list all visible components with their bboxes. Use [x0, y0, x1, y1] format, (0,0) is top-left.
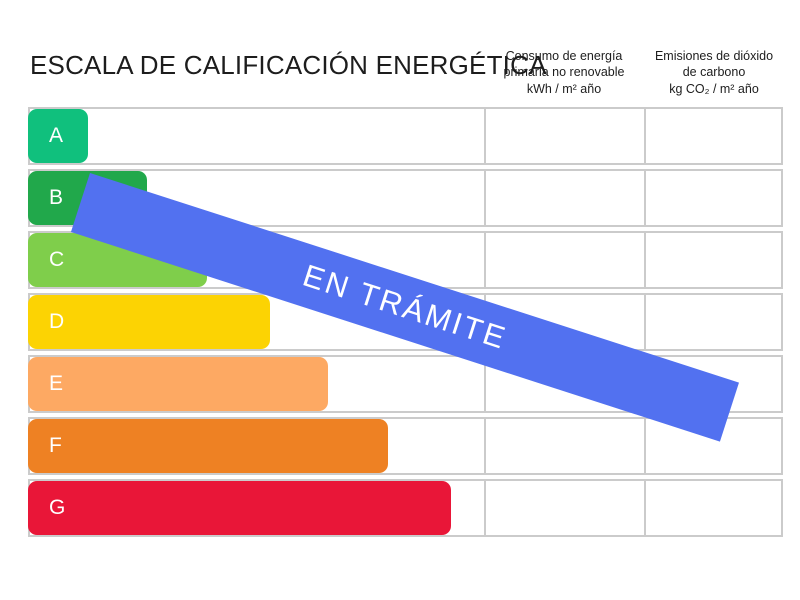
emisiones-cell	[644, 419, 781, 473]
rating-row-f: F	[28, 417, 783, 475]
rating-scale-cell: D	[28, 295, 484, 349]
consumo-cell	[484, 419, 644, 473]
rating-letter: D	[49, 310, 65, 333]
consumo-cell	[484, 481, 644, 535]
rating-scale-cell: A	[28, 109, 484, 163]
emisiones-cell	[644, 171, 781, 225]
column-header-emisiones: Emisiones de dióxido de carbono kg CO₂ /…	[614, 48, 800, 97]
rating-row-a: A	[28, 107, 783, 165]
column-header-line: Consumo de energía	[505, 49, 623, 63]
column-header-line: primaria no renovable	[503, 65, 625, 80]
column-header-line: kg CO₂ / m² año	[669, 81, 759, 96]
consumo-cell	[484, 233, 644, 287]
rating-bar-f: F	[28, 419, 388, 473]
rating-bar-d: D	[28, 295, 270, 349]
rating-bar-g: G	[28, 481, 451, 535]
consumo-cell	[484, 357, 644, 411]
rating-letter: A	[49, 124, 64, 147]
rating-scale-cell: F	[28, 419, 484, 473]
column-header-line: kWh / m² año	[526, 81, 602, 96]
emisiones-cell	[644, 233, 781, 287]
rating-letter: B	[49, 186, 64, 209]
rating-row-g: G	[28, 479, 783, 537]
rating-scale-cell: E	[28, 357, 484, 411]
page-title: ESCALA DE CALIFICACIÓN ENERGÉTICA	[30, 50, 547, 80]
emisiones-cell	[644, 109, 781, 163]
consumo-cell	[484, 109, 644, 163]
consumo-cell	[484, 171, 644, 225]
emisiones-cell	[644, 481, 781, 535]
emisiones-cell	[644, 295, 781, 349]
column-header-consumo: Consumo de energía primaria no renovable…	[464, 48, 664, 97]
rating-letter: E	[49, 372, 64, 395]
rating-bar-a: A	[28, 109, 88, 163]
rating-bar-e: E	[28, 357, 328, 411]
column-header-line: Emisiones de dióxido	[654, 49, 774, 63]
rating-letter: C	[49, 248, 65, 271]
rating-table: A B C	[28, 107, 783, 541]
rating-letter: G	[49, 496, 66, 519]
rating-letter: F	[49, 434, 62, 457]
rating-scale-cell: G	[28, 481, 484, 535]
column-header-line: de carbono	[682, 65, 746, 80]
